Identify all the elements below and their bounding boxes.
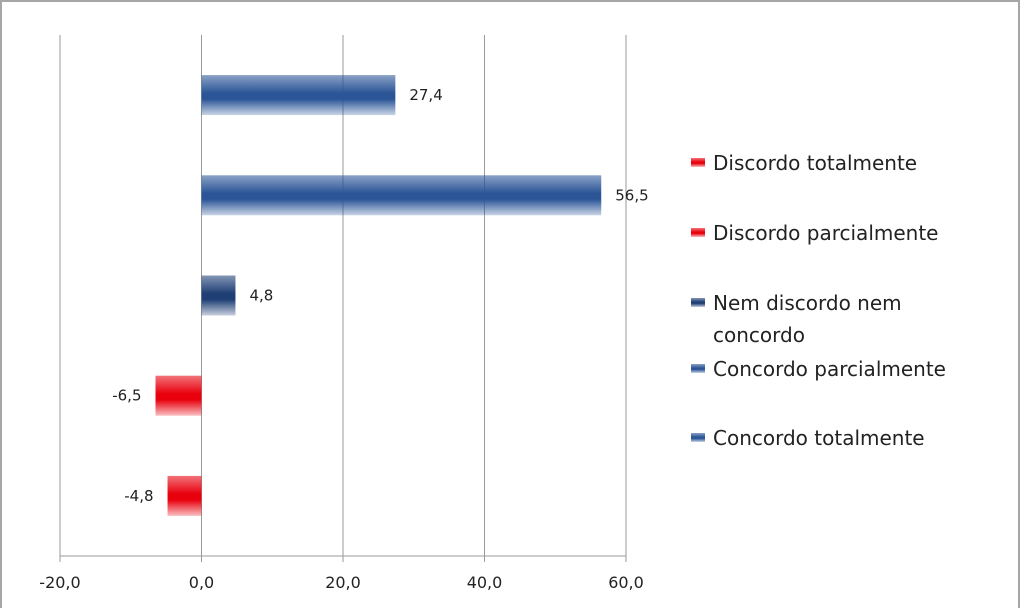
x-axis-ticks: -20,0 0,0 20,0 40,0 60,0 — [39, 573, 644, 592]
legend-label: Discordo parcialmente — [713, 221, 938, 245]
bar — [201, 75, 396, 116]
tick-label: -20,0 — [39, 573, 80, 592]
data-labels: -4,8 -6,5 4,8 56,5 27,4 — [112, 86, 648, 505]
legend-swatch — [691, 298, 705, 307]
data-label: -4,8 — [124, 487, 153, 505]
legend-label: Concordo totalmente — [713, 426, 925, 450]
data-label: -6,5 — [112, 387, 141, 405]
legend-swatch — [691, 228, 705, 237]
legend-label: Nem discordo nem — [713, 291, 902, 315]
bar — [167, 475, 202, 516]
grid — [59, 35, 627, 562]
legend-label: Discordo totalmente — [713, 151, 917, 175]
legend-swatch — [691, 433, 705, 442]
tick-label: 40,0 — [467, 573, 503, 592]
legend: Discordo totalmente Discordo parcialmente… — [691, 151, 946, 450]
data-label: 4,8 — [249, 287, 273, 305]
legend-label: concordo — [713, 323, 805, 347]
bar — [201, 175, 602, 216]
legend-swatch — [691, 158, 705, 167]
tick-label: 0,0 — [189, 573, 214, 592]
tick-label: 20,0 — [325, 573, 361, 592]
bars — [155, 75, 602, 516]
tick-label: 60,0 — [608, 573, 644, 592]
bar — [201, 275, 236, 316]
data-label: 27,4 — [409, 86, 442, 104]
data-label: 56,5 — [615, 186, 648, 204]
bar — [155, 375, 202, 416]
legend-label: Concordo parcialmente — [713, 357, 946, 381]
legend-swatch — [691, 364, 705, 373]
